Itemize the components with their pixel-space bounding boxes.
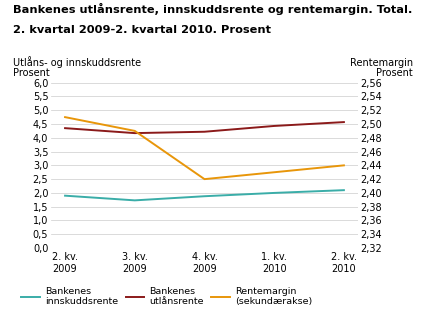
Legend: Bankenes
innskuddsrente, Bankenes
utlånsrente, Rentemargin
(sekundærakse): Bankenes innskuddsrente, Bankenes utlåns… <box>17 283 316 310</box>
Text: Bankenes utlånsrente, innskuddsrente og rentemargin. Total.: Bankenes utlånsrente, innskuddsrente og … <box>13 3 412 15</box>
Text: Rentemargin: Rentemargin <box>350 59 413 68</box>
Text: 2. kvartal 2009-2. kvartal 2010. Prosent: 2. kvartal 2009-2. kvartal 2010. Prosent <box>13 25 271 35</box>
Text: Prosent: Prosent <box>13 68 49 78</box>
Text: Prosent: Prosent <box>377 68 413 78</box>
Text: Utlåns- og innskuddsrente: Utlåns- og innskuddsrente <box>13 57 141 68</box>
